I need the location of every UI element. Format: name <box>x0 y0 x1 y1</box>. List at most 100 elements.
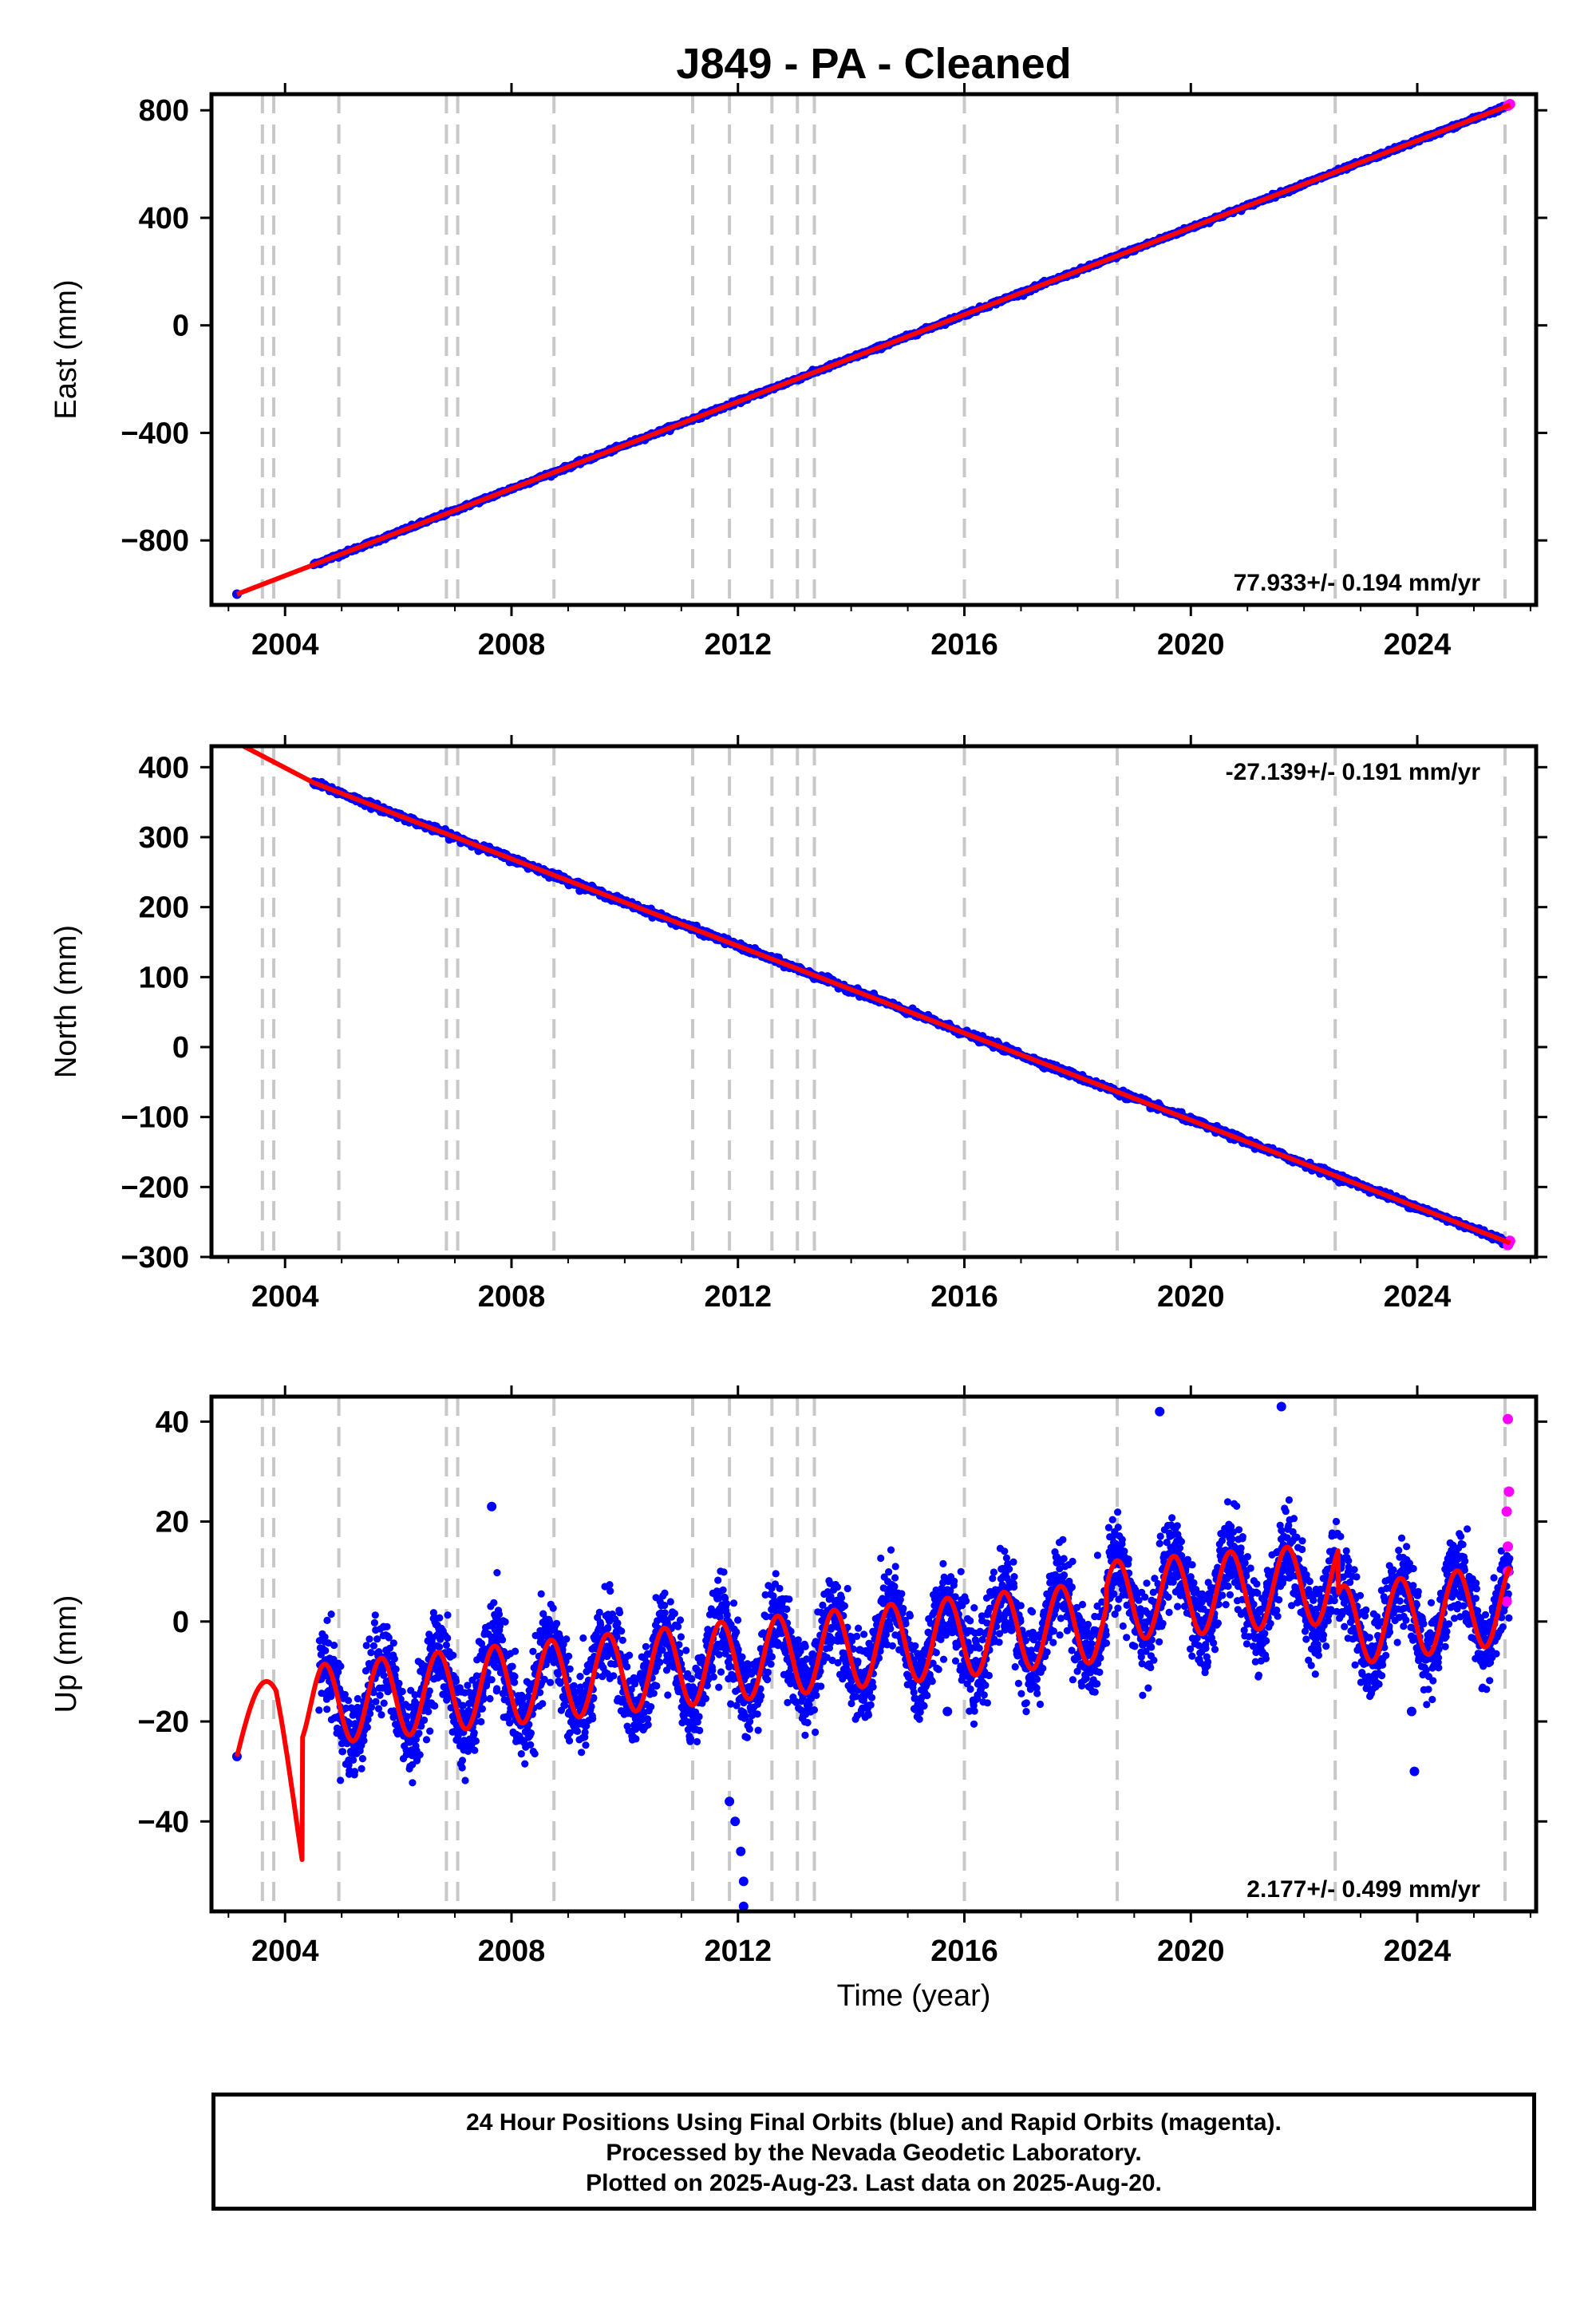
final-point-759 <box>508 1662 516 1670</box>
final-point-720 <box>499 1636 507 1644</box>
plot-frame <box>209 92 1539 607</box>
final-point-93 <box>338 1748 347 1756</box>
x-tick-label-0: 2004 <box>251 628 319 662</box>
final-point-413 <box>421 1716 429 1724</box>
final-point-983 <box>566 1737 574 1745</box>
velocity-rate-label: -27.139+/- 0.191 mm/yr <box>1226 759 1481 785</box>
final-point-200 <box>366 1709 374 1717</box>
final-point-327 <box>398 1687 406 1696</box>
final-point-1180 <box>615 1609 624 1617</box>
final-point-616 <box>472 1737 480 1745</box>
y-tick-label-2: 200 <box>139 891 189 925</box>
final-point-84 <box>337 1777 345 1784</box>
final-point-678 <box>488 1676 496 1684</box>
y-axis-label: North (mm) <box>49 925 83 1078</box>
final-point-293 <box>389 1639 397 1647</box>
x-tick-label-5: 2024 <box>1384 628 1452 662</box>
x-tick-label-4: 2020 <box>1157 628 1225 662</box>
y-tick-label-4: −800 <box>120 524 189 558</box>
x-tick-label-3: 2016 <box>930 628 998 662</box>
final-point-396 <box>416 1751 424 1759</box>
final-point-454 <box>431 1701 439 1710</box>
final-point-1156 <box>610 1672 618 1680</box>
final-point-1074 <box>589 1715 597 1723</box>
final-point-808 <box>521 1760 529 1768</box>
east-panel: 2004 2008 2012 2016 2020 20248004000−400−800E… <box>49 83 1547 662</box>
x-tick-label-4: 2020 <box>1157 1280 1225 1314</box>
final-point-698 <box>493 1685 501 1693</box>
final-point-115 <box>344 1697 353 1705</box>
x-tick-label-1: 2008 <box>478 628 546 662</box>
x-tick-label-3: 2016 <box>930 1280 998 1314</box>
final-point-314 <box>395 1679 403 1687</box>
final-point-0 <box>315 1706 323 1714</box>
final-point-636 <box>477 1717 485 1725</box>
final-point-877 <box>539 1700 547 1708</box>
x-tick-label-0: 2004 <box>251 1280 319 1314</box>
final-point-255 <box>380 1699 388 1707</box>
final-point-473 <box>436 1614 444 1622</box>
final-point-167 <box>358 1765 365 1773</box>
final-point-794 <box>517 1750 525 1758</box>
final-point-1047 <box>582 1741 590 1749</box>
final-point-971 <box>563 1635 571 1643</box>
final-point-171 <box>358 1755 366 1763</box>
x-tick-label-2: 2012 <box>704 628 772 662</box>
final-point-223 <box>372 1697 380 1705</box>
final-point-59 <box>330 1642 338 1650</box>
final-point-611 <box>471 1746 479 1754</box>
final-point-933 <box>553 1619 561 1627</box>
final-point-641 <box>478 1705 487 1713</box>
final-point-1030 <box>578 1749 586 1757</box>
final-point-908 <box>547 1678 555 1686</box>
final-point-176 <box>360 1737 368 1745</box>
final-point-1001 <box>570 1682 578 1690</box>
final-point-1014 <box>573 1727 582 1735</box>
final-point-186 <box>362 1642 370 1650</box>
final-point-980 <box>565 1652 573 1660</box>
final-point-538 <box>452 1677 460 1686</box>
y-tick-label-3: −400 <box>120 417 189 450</box>
final-point-215 <box>369 1642 377 1650</box>
final-point-472 <box>435 1643 444 1651</box>
final-point-840 <box>529 1647 537 1655</box>
y-tick-label-7: −300 <box>120 1241 189 1275</box>
final-point-563 <box>458 1757 467 1765</box>
final-point-1101 <box>595 1608 603 1616</box>
final-point-429 <box>425 1708 433 1716</box>
y-tick-label-0: 400 <box>139 751 189 785</box>
final-point-190 <box>363 1723 371 1731</box>
final-point-296 <box>390 1655 398 1663</box>
final-point-367 <box>409 1779 417 1787</box>
y-tick-label-5: −100 <box>120 1101 189 1135</box>
final-point-1143 <box>606 1587 614 1595</box>
final-point-140 <box>350 1768 359 1776</box>
final-point-832 <box>527 1729 535 1737</box>
final-point-731 <box>501 1618 509 1626</box>
final-point-302 <box>392 1665 400 1674</box>
x-tick-label-1: 2008 <box>478 1280 546 1314</box>
y-tick-label-0: 800 <box>139 94 189 128</box>
final-point-500 <box>442 1641 451 1649</box>
final-point-919 <box>549 1604 557 1612</box>
y-axis-label: East (mm) <box>49 279 83 419</box>
figure-title: J849 - PA - Cleaned <box>676 40 1071 88</box>
final-point-574 <box>461 1777 469 1784</box>
final-point-31 <box>323 1705 331 1713</box>
final-point-671 <box>486 1694 494 1703</box>
final-point-609 <box>470 1729 478 1737</box>
final-point-218 <box>370 1618 378 1626</box>
final-point-872 <box>537 1590 545 1598</box>
plot-area <box>233 746 1515 1257</box>
final-point-1218 <box>626 1651 634 1659</box>
final-point-198 <box>365 1635 373 1643</box>
final-point-1209 <box>623 1662 631 1671</box>
final-point-768 <box>511 1673 519 1681</box>
y-tick-label-6: −200 <box>120 1171 189 1204</box>
final-point-134 <box>350 1756 358 1764</box>
final-point-847 <box>531 1749 539 1758</box>
final-point-1141 <box>606 1581 614 1589</box>
y-tick-label-4: 0 <box>172 1031 189 1065</box>
